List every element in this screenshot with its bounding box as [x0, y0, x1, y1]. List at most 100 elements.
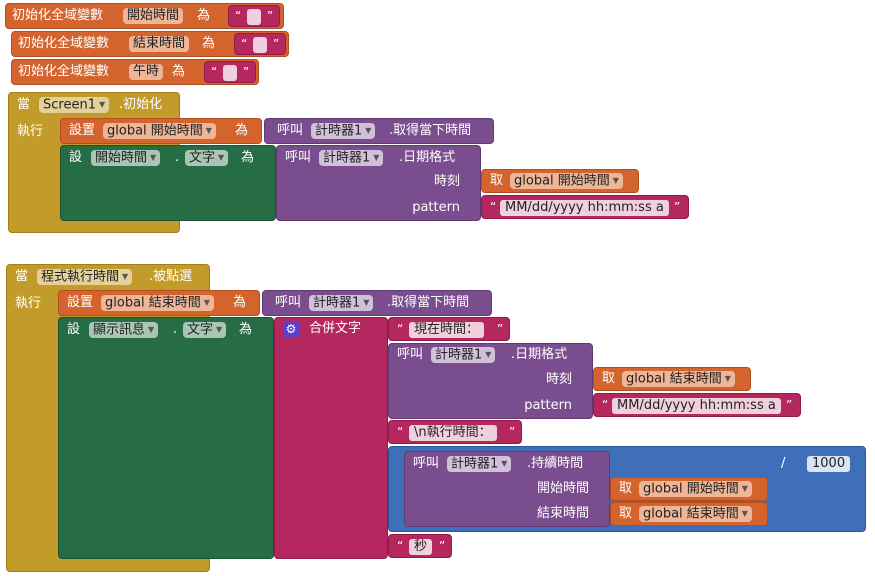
call-label: 呼叫 [285, 150, 312, 165]
string-elapsed-time-block[interactable]: “ \n執行時間： ” [388, 420, 522, 444]
call-label: 呼叫 [413, 456, 440, 471]
instant-arg-label: 時刻 [545, 372, 572, 387]
chevron-down-icon: ▼ [741, 484, 748, 493]
get-label: 取 [619, 506, 633, 521]
property-dropdown[interactable]: 文字 ▼ [183, 322, 227, 338]
global-var-noon-block[interactable]: 初始化全域變數 午時 為 “ ” [11, 59, 259, 85]
chevron-down-icon: ▼ [365, 126, 372, 135]
set-start-time-text-block[interactable]: 設 開始時間 ▼ . 文字 ▼ 為 [60, 145, 276, 221]
var-name-field[interactable]: 結束時間 [129, 36, 190, 52]
var-dropdown[interactable]: global 開始時間 ▼ [639, 481, 752, 497]
chevron-down-icon: ▼ [203, 298, 210, 307]
empty-string-value[interactable] [247, 9, 261, 25]
divisor-number[interactable]: 1000 [807, 456, 851, 472]
start-arg-label: 開始時間 [536, 481, 589, 496]
empty-string-value[interactable] [223, 65, 237, 81]
timer-dropdown[interactable]: 計時器1 ▼ [447, 456, 512, 472]
as-label: 為 [202, 36, 216, 51]
var-dropdown[interactable]: global 開始時間 ▼ [510, 173, 623, 189]
timer-dropdown[interactable]: 計時器1 ▼ [431, 347, 496, 363]
empty-string-block[interactable]: “ ” [204, 61, 256, 83]
set-label: 設 [67, 322, 81, 337]
component-dropdown[interactable]: 開始時間 ▼ [91, 150, 161, 166]
set-label: 設置 [67, 295, 94, 310]
timer-dropdown[interactable]: 計時器1 ▼ [319, 150, 384, 166]
set-label: 設 [69, 150, 83, 165]
call-timer-format-block[interactable]: 呼叫 計時器1 ▼ .日期格式 時刻 pattern [388, 343, 593, 419]
join-label: 合併文字 [309, 321, 362, 336]
component-dropdown[interactable]: 計時器1 ▼ [309, 295, 374, 311]
method-label: .日期格式 [399, 150, 456, 165]
var-dropdown[interactable]: global 開始時間 ▼ [103, 123, 216, 139]
property-dropdown[interactable]: 文字 ▼ [185, 150, 229, 166]
quote-open: “ [397, 539, 404, 553]
quote-close: ” [509, 425, 516, 439]
set-message-text-block[interactable]: 設 顯示訊息 ▼ . 文字 ▼ 為 [58, 317, 274, 559]
quote-close: ” [243, 65, 250, 79]
component-dropdown[interactable]: 顯示訊息 ▼ [89, 322, 159, 338]
init-global-label: 初始化全域變數 [18, 64, 110, 79]
method-label: .取得當下時間 [387, 295, 470, 310]
var-dropdown[interactable]: global 結束時間 ▼ [622, 371, 735, 387]
call-timer-duration-block[interactable]: 呼叫 計時器1 ▼ .持續時間 開始時間 結束時間 [404, 451, 610, 527]
event-name-label: .被點選 [149, 269, 193, 284]
quote-open: “ [397, 322, 404, 336]
var-name-field[interactable]: 午時 [129, 64, 164, 80]
chevron-down-icon: ▼ [205, 126, 212, 135]
init-global-label: 初始化全域變數 [12, 8, 104, 23]
string-value[interactable]: \n執行時間： [409, 425, 497, 441]
get-global-start-time-block[interactable]: 取 global 開始時間 ▼ [481, 169, 639, 193]
quote-open: “ [235, 9, 242, 23]
empty-string-value[interactable] [253, 37, 267, 53]
set-global-start-time-block[interactable]: 設置 global 開始時間 ▼ 為 [60, 118, 262, 144]
quote-open: “ [241, 37, 248, 51]
var-dropdown[interactable]: global 結束時間 ▼ [639, 506, 752, 522]
call-timer-now-block[interactable]: 呼叫 計時器1 ▼ .取得當下時間 [264, 118, 494, 144]
chevron-down-icon: ▼ [218, 153, 225, 162]
pattern-string-value[interactable]: MM/dd/yyyy hh:mm:ss a [612, 398, 781, 414]
quote-open: “ [490, 200, 497, 214]
as-label: 為 [233, 295, 247, 310]
chevron-down-icon: ▼ [216, 325, 223, 334]
global-var-start-time-block[interactable]: 初始化全域變數 開始時間 為 “ ” [5, 3, 284, 29]
chevron-down-icon: ▼ [98, 100, 106, 109]
pattern-string-block[interactable]: “ MM/dd/yyyy hh:mm:ss a ” [481, 195, 689, 219]
chevron-down-icon: ▼ [501, 459, 508, 468]
component-dropdown[interactable]: Screen1 ▼ [39, 97, 110, 113]
string-value[interactable]: 現在時間： [409, 322, 485, 338]
quote-close: ” [273, 37, 280, 51]
event-name-label: .初始化 [119, 97, 163, 112]
chevron-down-icon: ▼ [148, 325, 155, 334]
call-timer-format-block[interactable]: 呼叫 計時器1 ▼ .日期格式 時刻 pattern [276, 145, 481, 221]
set-global-end-time-block[interactable]: 設置 global 結束時間 ▼ 為 [58, 290, 260, 316]
global-var-end-time-block[interactable]: 初始化全域變數 結束時間 為 “ ” [11, 31, 289, 57]
component-dropdown[interactable]: 計時器1 ▼ [311, 123, 376, 139]
var-dropdown[interactable]: global 結束時間 ▼ [101, 295, 214, 311]
as-label: 為 [197, 8, 211, 23]
gear-icon[interactable]: ⚙ [283, 321, 299, 337]
instant-arg-label: 時刻 [433, 174, 460, 189]
call-label: 呼叫 [275, 295, 302, 310]
string-value[interactable]: 秒 [409, 539, 433, 555]
quote-close: ” [439, 539, 446, 553]
quote-close: ” [497, 322, 504, 336]
get-global-start-time-block[interactable]: 取 global 開始時間 ▼ [610, 477, 768, 501]
pattern-string-value[interactable]: MM/dd/yyyy hh:mm:ss a [500, 200, 669, 216]
var-name-field[interactable]: 開始時間 [123, 8, 184, 24]
join-text-block[interactable]: ⚙ 合併文字 [274, 317, 388, 559]
string-seconds-block[interactable]: “ 秒 ” [388, 534, 452, 558]
as-label: 為 [239, 322, 253, 337]
method-label: .取得當下時間 [389, 123, 472, 138]
string-current-time-block[interactable]: “ 現在時間： ” [388, 317, 510, 341]
do-label: 執行 [15, 296, 42, 311]
empty-string-block[interactable]: “ ” [234, 33, 286, 55]
quote-open: “ [211, 65, 218, 79]
pattern-arg-label: pattern [412, 200, 460, 215]
empty-string-block[interactable]: “ ” [228, 5, 280, 27]
pattern-string-block[interactable]: “ MM/dd/yyyy hh:mm:ss a ” [593, 393, 801, 417]
call-timer-now-block[interactable]: 呼叫 計時器1 ▼ .取得當下時間 [262, 290, 492, 316]
chevron-down-icon: ▼ [150, 153, 157, 162]
component-dropdown[interactable]: 程式執行時間 ▼ [37, 269, 133, 285]
get-global-end-time-block[interactable]: 取 global 結束時間 ▼ [593, 367, 751, 391]
get-global-end-time-block[interactable]: 取 global 結束時間 ▼ [610, 502, 768, 526]
